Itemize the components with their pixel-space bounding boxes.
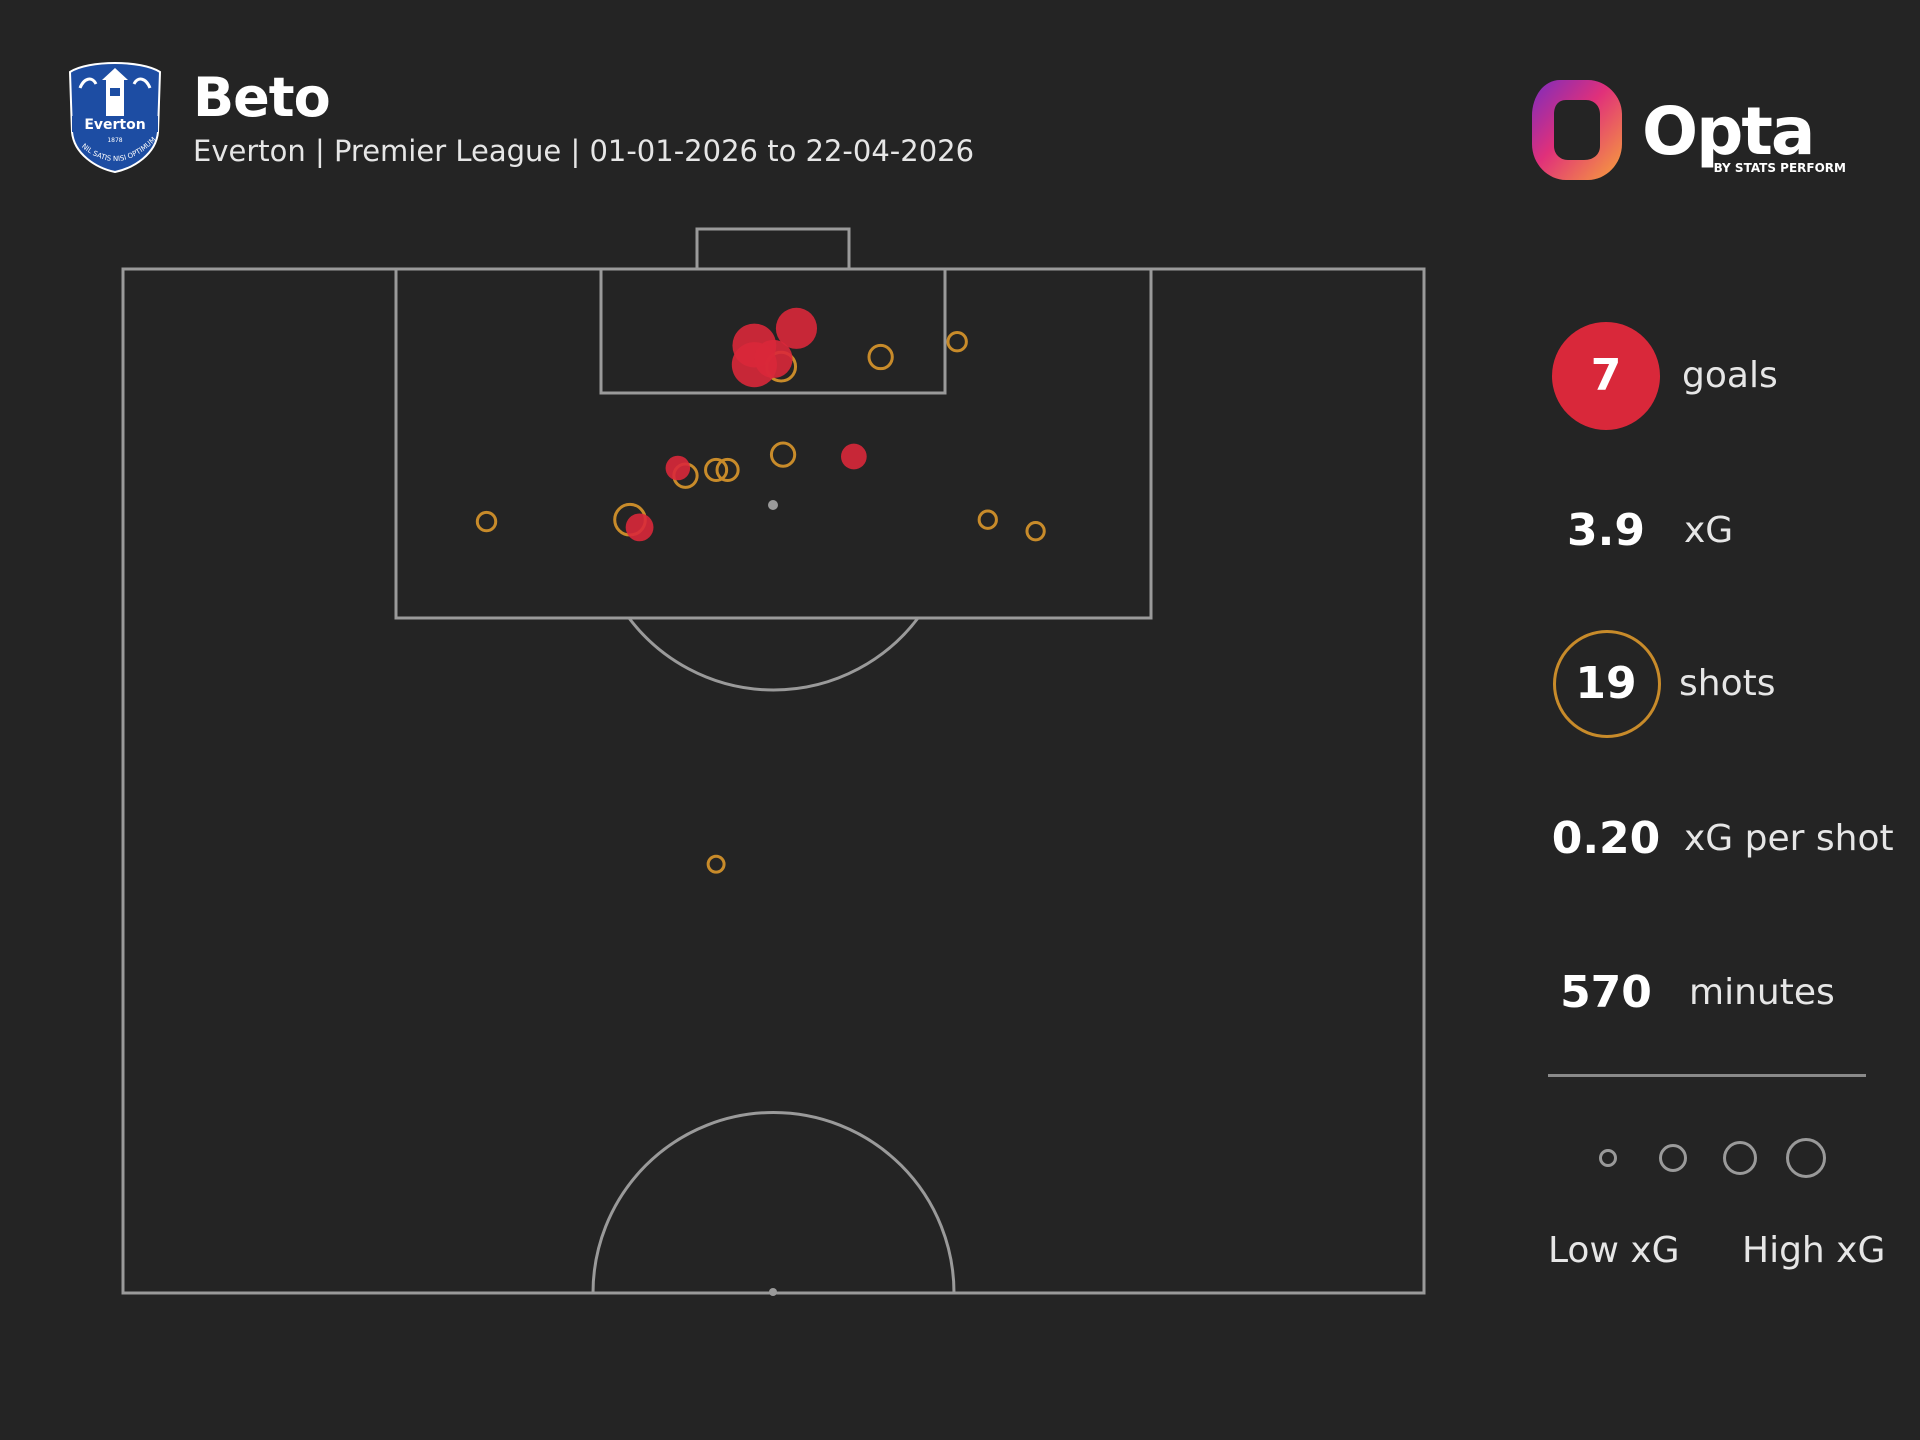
xg-value: 3.9 — [1567, 505, 1645, 556]
opta-wordmark: Opta — [1642, 93, 1813, 170]
penalty-spot — [768, 500, 778, 510]
shot-marker — [704, 457, 729, 482]
goal — [695, 227, 851, 271]
pitch-markings — [121, 227, 1426, 1295]
shot-marker — [475, 510, 498, 533]
legend-dot-large — [1723, 1141, 1757, 1175]
shots-value: 19 — [1575, 658, 1637, 709]
goals-label: goals — [1682, 355, 1778, 396]
xg-label: xG — [1684, 510, 1734, 551]
legend-low-label: Low xG — [1548, 1230, 1680, 1271]
crest-club-text: Everton — [84, 117, 145, 133]
center-spot — [769, 1288, 777, 1296]
penalty-area — [394, 267, 1153, 620]
xg-per-shot-label: xG per shot — [1684, 818, 1894, 859]
shot-marker — [715, 457, 740, 482]
everton-crest-logo: Everton 1878 NIL SATIS NISI OPTIMUM — [68, 62, 162, 174]
legend-dot-medium — [1659, 1144, 1687, 1172]
goals-value: 7 — [1590, 350, 1622, 401]
page-title: Beto — [193, 66, 331, 129]
goals-badge — [1552, 322, 1660, 430]
page-subtitle: Everton | Premier League | 01-01-2026 to… — [193, 134, 975, 168]
shot-marker — [706, 854, 726, 874]
opta-logo: Opta BY STATS PERFORM — [1532, 80, 1846, 180]
minutes-value: 570 — [1560, 967, 1652, 1018]
crest-year-text: 1878 — [107, 137, 122, 144]
pitch-outline — [121, 267, 1426, 1295]
shot-marker — [769, 441, 797, 468]
shots-label: shots — [1679, 663, 1776, 704]
goal-marker — [625, 513, 654, 542]
shot-marker — [1025, 521, 1046, 542]
goal-marker — [754, 339, 793, 379]
shot-marker — [977, 509, 998, 530]
shot-marker — [867, 343, 894, 371]
shot-marker — [946, 331, 968, 353]
shot-markers — [475, 307, 1046, 874]
xg-per-shot-value: 0.20 — [1551, 813, 1661, 864]
divider — [1548, 1074, 1866, 1077]
legend-dot-xlarge — [1786, 1138, 1826, 1178]
minutes-label: minutes — [1689, 972, 1835, 1013]
penalty-arc — [627, 617, 920, 692]
goal-marker — [665, 455, 691, 481]
shots-badge — [1553, 630, 1661, 738]
center-circle — [591, 1111, 956, 1294]
goal-marker — [775, 307, 818, 349]
opta-tagline: BY STATS PERFORM — [1714, 161, 1846, 175]
legend-dot-small — [1599, 1149, 1617, 1167]
legend-high-label: High xG — [1742, 1230, 1886, 1271]
goal-marker — [840, 443, 867, 470]
